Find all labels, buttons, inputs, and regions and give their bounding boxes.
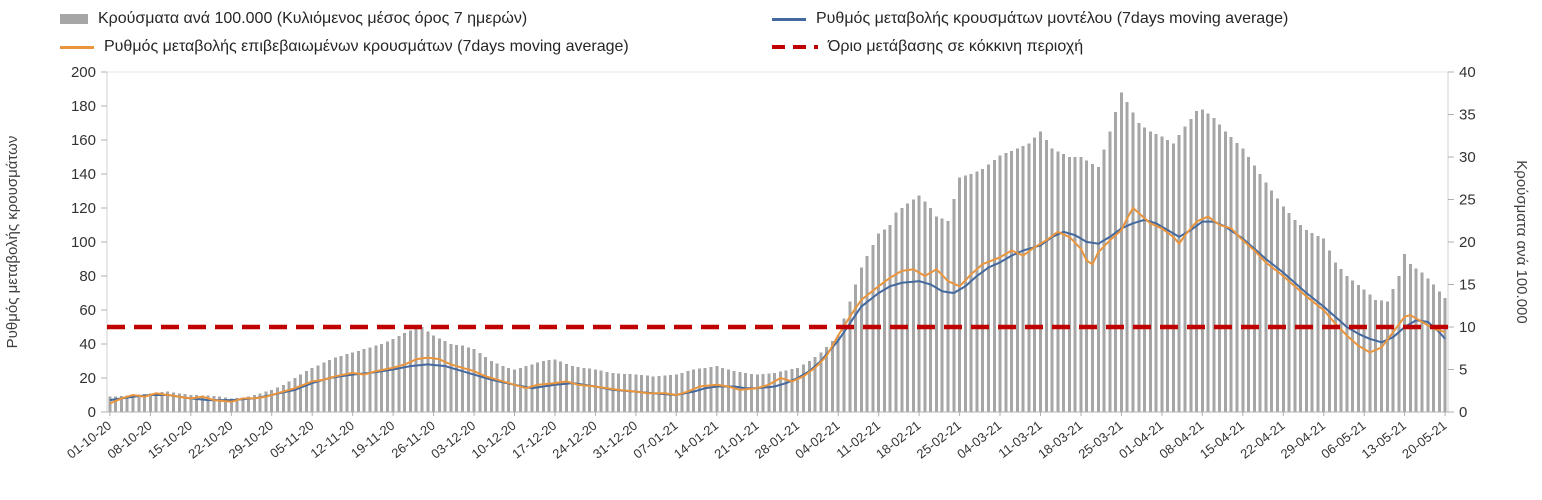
svg-text:29-10-20: 29-10-20 xyxy=(226,418,276,462)
svg-text:06-05-21: 06-05-21 xyxy=(1318,418,1368,462)
model-rate-line xyxy=(109,218,1446,402)
svg-text:11-02-21: 11-02-21 xyxy=(834,418,883,461)
svg-text:31-12-20: 31-12-20 xyxy=(590,418,640,462)
svg-text:01-10-20: 01-10-20 xyxy=(64,418,114,462)
svg-text:40: 40 xyxy=(1459,64,1476,81)
svg-text:10-12-20: 10-12-20 xyxy=(469,418,519,462)
svg-text:15: 15 xyxy=(1459,277,1476,294)
svg-text:22-04-21: 22-04-21 xyxy=(1237,418,1287,462)
svg-text:100: 100 xyxy=(71,234,96,251)
svg-text:30: 30 xyxy=(1459,149,1476,166)
svg-text:0: 0 xyxy=(88,404,96,421)
svg-text:24-12-20: 24-12-20 xyxy=(549,418,599,462)
confirmed-rate-line xyxy=(109,207,1446,405)
svg-text:60: 60 xyxy=(79,302,96,319)
legend-item-model-line: Ρυθμός μεταβολής κρουσμάτων μοντέλου (7d… xyxy=(772,10,1288,28)
svg-text:04-03-21: 04-03-21 xyxy=(954,418,1004,462)
svg-text:18-02-21: 18-02-21 xyxy=(873,418,923,462)
svg-text:25-02-21: 25-02-21 xyxy=(914,418,964,462)
left-axis-ticks: 0 20 40 60 80 100 120 140 160 180 200 xyxy=(71,64,107,421)
svg-text:120: 120 xyxy=(71,200,96,217)
svg-text:180: 180 xyxy=(71,98,96,115)
svg-text:5: 5 xyxy=(1459,362,1467,379)
svg-text:80: 80 xyxy=(79,268,96,285)
chart-legend: Κρούσματα ανά 100.000 (Κυλιόμενος μέσος … xyxy=(0,0,1542,62)
svg-text:0: 0 xyxy=(1459,404,1467,421)
svg-text:40: 40 xyxy=(79,336,96,353)
svg-text:28-01-21: 28-01-21 xyxy=(752,418,802,462)
svg-text:160: 160 xyxy=(71,132,96,149)
svg-text:08-04-21: 08-04-21 xyxy=(1156,418,1206,462)
svg-text:03-12-20: 03-12-20 xyxy=(428,418,478,462)
svg-text:10: 10 xyxy=(1459,319,1476,336)
svg-text:15-10-20: 15-10-20 xyxy=(145,418,195,462)
svg-text:140: 140 xyxy=(71,166,96,183)
svg-text:17-12-20: 17-12-20 xyxy=(509,418,559,462)
svg-text:07-01-21: 07-01-21 xyxy=(630,418,680,462)
svg-text:19-11-20: 19-11-20 xyxy=(348,418,397,461)
line-swatch-icon xyxy=(60,45,94,49)
legend-item-cases-bars: Κρούσματα ανά 100.000 (Κυλιόμενος μέσος … xyxy=(60,10,527,28)
svg-text:22-10-20: 22-10-20 xyxy=(185,418,235,462)
svg-text:18-03-21: 18-03-21 xyxy=(1035,418,1085,462)
left-axis-title: Ρυθμός μεταβολής κρουσμάτων xyxy=(4,136,21,349)
svg-text:20-05-21: 20-05-21 xyxy=(1399,418,1449,462)
svg-text:05-11-20: 05-11-20 xyxy=(267,418,316,461)
svg-text:14-01-21: 14-01-21 xyxy=(671,418,721,462)
legend-label-confirmed-line: Ρυθμός μεταβολής επιβεβαιωμένων κρουσμάτ… xyxy=(104,38,629,55)
right-axis-title: Κρούσματα ανά 100.000 xyxy=(1513,160,1530,323)
svg-text:20: 20 xyxy=(79,370,96,387)
legend-label-cases-bars: Κρούσματα ανά 100.000 (Κυλιόμενος μέσος … xyxy=(98,10,528,27)
dashed-line-swatch-icon xyxy=(772,45,818,49)
bars-series xyxy=(108,92,1447,413)
chart-plot-area: 0 20 40 60 80 100 120 140 160 180 200 0 5 10 15 20 25 30 3… xyxy=(0,62,1542,495)
legend-label-model-line: Ρυθμός μεταβολής κρουσμάτων μοντέλου (7d… xyxy=(816,10,1289,27)
bar-swatch-icon xyxy=(60,14,88,24)
svg-text:29-04-21: 29-04-21 xyxy=(1278,418,1328,462)
svg-text:12-11-20: 12-11-20 xyxy=(308,418,357,461)
x-axis-labels: 01-10-2008-10-2015-10-2022-10-2029-10-20… xyxy=(64,412,1449,462)
svg-text:08-10-20: 08-10-20 xyxy=(104,418,154,462)
chart-svg: 0 20 40 60 80 100 120 140 160 180 200 0 5 10 15 20 25 30 3… xyxy=(4,64,1530,462)
right-axis-ticks: 0 5 10 15 20 25 30 35 40 xyxy=(1448,64,1476,421)
legend-item-confirmed-line: Ρυθμός μεταβολής επιβεβαιωμένων κρουσμάτ… xyxy=(60,38,629,56)
svg-text:01-04-21: 01-04-21 xyxy=(1116,418,1166,462)
legend-item-threshold: Όριο μετάβασης σε κόκκινη περιοχή xyxy=(772,38,1083,56)
svg-text:11-03-21: 11-03-21 xyxy=(995,418,1044,461)
line-swatch-icon xyxy=(772,17,806,21)
svg-text:20: 20 xyxy=(1459,234,1476,251)
svg-text:200: 200 xyxy=(71,64,96,81)
svg-text:35: 35 xyxy=(1459,107,1476,124)
svg-text:25: 25 xyxy=(1459,192,1476,209)
svg-text:21-01-21: 21-01-21 xyxy=(711,418,761,462)
svg-text:04-02-21: 04-02-21 xyxy=(792,418,842,462)
svg-text:15-04-21: 15-04-21 xyxy=(1197,418,1247,462)
svg-text:25-03-21: 25-03-21 xyxy=(1075,418,1125,462)
svg-text:13-05-21: 13-05-21 xyxy=(1359,418,1409,462)
svg-text:26-11-20: 26-11-20 xyxy=(388,418,437,461)
legend-label-threshold: Όριο μετάβασης σε κόκκινη περιοχή xyxy=(828,38,1084,55)
